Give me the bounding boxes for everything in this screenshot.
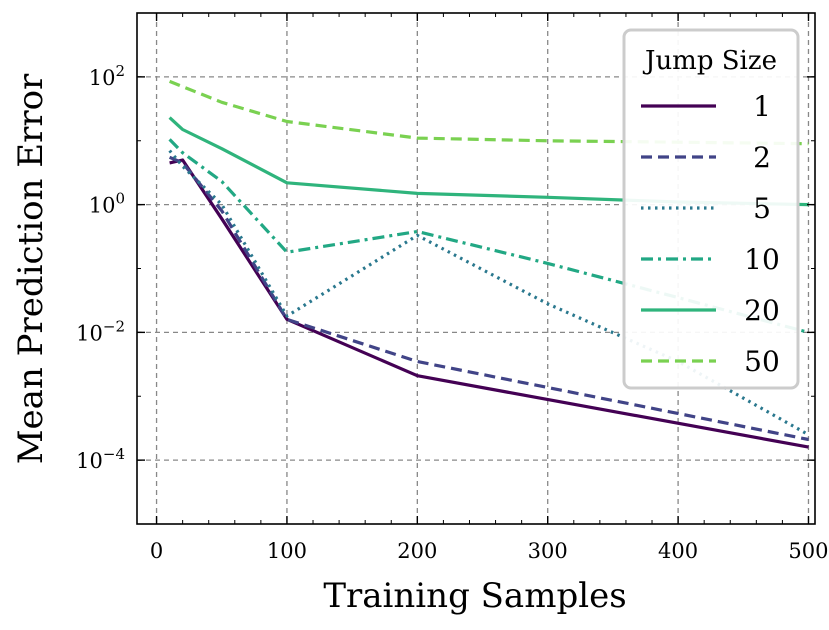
legend: Jump Size 1 2 5 10 20 50 [622,28,800,390]
y-tick-label: 100 [89,190,125,218]
x-tick-label: 500 [788,539,828,563]
x-tick-label: 100 [267,539,307,563]
series-line-2 [168,155,809,442]
series-line-1 [169,158,809,449]
x-tick-label: 200 [397,539,437,563]
grid-lines [137,13,815,524]
x-axis-label: Training Samples [323,576,626,616]
x-tick-label: 300 [528,539,568,563]
x-tick-label: 400 [658,539,698,563]
y-tick-label: 102 [89,62,125,90]
legend-entries: 1 2 5 10 20 50 [641,90,780,378]
legend-label-20: 20 [744,294,780,327]
y-tick-label: 10−2 [76,317,125,345]
legend-label-2: 2 [753,141,771,174]
legend-label-1: 1 [753,90,771,123]
y-axis-label: Mean Prediction Error [11,73,51,464]
legend-title: Jump Size [642,46,777,76]
legend-label-50: 50 [744,345,780,378]
legend-label-5: 5 [753,192,771,225]
y-tick-label: 10−4 [76,445,125,473]
series-line-10 [168,138,809,334]
x-tick-label: 0 [150,539,163,563]
legend-label-10: 10 [744,243,780,276]
